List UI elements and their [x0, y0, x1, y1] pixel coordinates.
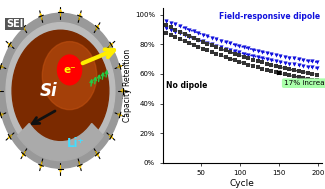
- X-axis label: Cycle: Cycle: [230, 179, 254, 188]
- Text: 17% increase: 17% increase: [284, 80, 325, 86]
- Circle shape: [42, 42, 97, 110]
- Circle shape: [0, 13, 123, 168]
- Circle shape: [58, 56, 81, 84]
- Text: No dipole: No dipole: [166, 81, 207, 90]
- Y-axis label: Capacity Retention: Capacity Retention: [123, 49, 132, 122]
- Text: Si: Si: [39, 82, 57, 100]
- Text: Li⁺: Li⁺: [67, 137, 84, 150]
- Text: Field-responsive dipole: Field-responsive dipole: [219, 12, 320, 21]
- Circle shape: [6, 23, 115, 159]
- Wedge shape: [18, 124, 103, 161]
- Text: SEI: SEI: [6, 19, 23, 29]
- Text: e⁻: e⁻: [63, 65, 76, 75]
- Circle shape: [12, 30, 109, 151]
